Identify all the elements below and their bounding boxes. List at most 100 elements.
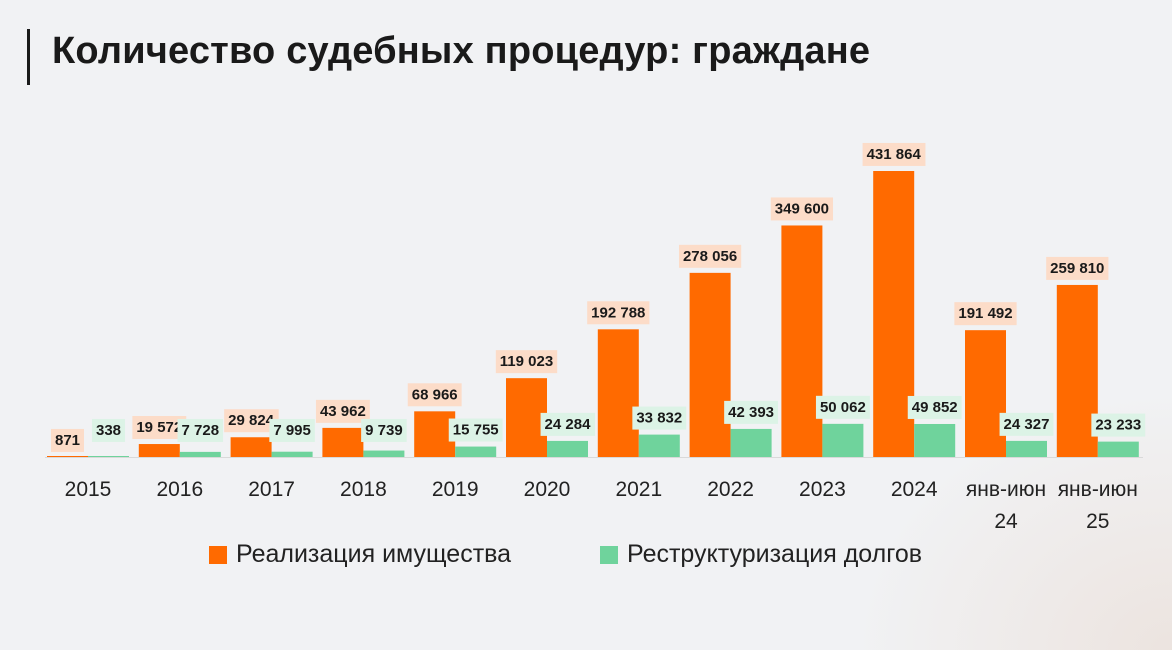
data-label-text: 278 056 xyxy=(683,248,737,265)
x-tick-label-2: 2017 xyxy=(248,478,295,501)
data-label-bg xyxy=(678,244,742,268)
x-tick-label-9: 2024 xyxy=(891,478,938,501)
data-label-text: 338 xyxy=(96,422,121,439)
bar-series-1-2 xyxy=(230,437,272,457)
bar-series-1-5 xyxy=(506,378,547,457)
data-label-text: 24 284 xyxy=(545,416,592,433)
bar-series-1-10 xyxy=(965,330,1006,457)
data-label-text: 29 824 xyxy=(228,412,275,429)
data-label-text: 50 062 xyxy=(820,399,866,416)
x-tick-label-10-line-1: янв-июн xyxy=(966,478,1046,501)
data-label-bg xyxy=(862,142,926,166)
page-title: Количество судебных процедур: граждане xyxy=(52,30,871,72)
data-label-bg xyxy=(224,409,279,433)
x-tick-label-11-line-1: янв-июн xyxy=(1058,478,1138,501)
data-label-text: 23 233 xyxy=(1095,417,1141,434)
bar-series-2-4 xyxy=(455,446,497,457)
data-label-text: 191 492 xyxy=(958,305,1012,322)
data-label-series-2-7: 42 393 xyxy=(724,400,779,424)
legend-swatch-series-1 xyxy=(209,545,227,564)
data-label-bg xyxy=(495,350,558,374)
data-label-bg xyxy=(999,412,1054,436)
bar-series-2-1 xyxy=(179,451,221,457)
data-label-bg xyxy=(724,400,779,424)
data-label-series-2-1: 7 728 xyxy=(177,418,224,442)
data-label-text: 43 962 xyxy=(320,403,366,420)
bar-series-2-7 xyxy=(730,428,772,457)
bar-series-1-11 xyxy=(1056,284,1098,457)
data-label-text: 871 xyxy=(55,432,80,449)
data-label-bg xyxy=(907,395,962,419)
legend-label-series-1: Реализация имущества xyxy=(236,540,512,568)
bar-series-2-11 xyxy=(1097,441,1139,457)
x-tick-label-10-line-2: 24 xyxy=(994,510,1018,533)
bar-series-2-0 xyxy=(88,456,129,457)
data-label-series-2-10: 24 327 xyxy=(999,412,1054,436)
data-label-text: 9 739 xyxy=(365,422,403,439)
data-label-bg xyxy=(269,418,315,442)
data-label-bg xyxy=(407,383,462,407)
data-label-series-2-11: 23 233 xyxy=(1091,413,1146,437)
x-tick-label-0: 2015 xyxy=(65,478,112,501)
data-label-text: 7 728 xyxy=(182,422,220,439)
data-label-text: 42 393 xyxy=(728,404,774,421)
data-label-text: 259 810 xyxy=(1050,260,1104,277)
bar-series-2-5 xyxy=(547,440,588,457)
data-label-bg xyxy=(1046,256,1109,280)
data-label-text: 19 572 xyxy=(136,419,182,436)
data-label-bg xyxy=(50,428,85,452)
data-label-bg xyxy=(361,418,407,442)
data-label-series-1-3: 43 962 xyxy=(315,399,370,423)
data-label-bg xyxy=(540,412,596,436)
data-label-series-2-4: 15 755 xyxy=(448,418,503,442)
bar-series-1-6 xyxy=(597,329,639,457)
data-label-series-1-2: 29 824 xyxy=(224,409,279,433)
x-tick-label-4: 2019 xyxy=(432,478,479,501)
bar-series-1-7 xyxy=(689,272,731,457)
data-label-text: 349 600 xyxy=(775,200,829,217)
bar-series-2-3 xyxy=(363,450,405,457)
data-label-series-2-8: 50 062 xyxy=(815,395,870,419)
legend-swatch-series-2 xyxy=(600,545,618,564)
data-label-series-2-0: 338 xyxy=(91,418,126,442)
legend-label-series-2: Реструктуризация долгов xyxy=(627,540,923,568)
data-label-series-1-10: 191 492 xyxy=(954,302,1017,326)
data-label-bg xyxy=(91,418,126,442)
data-label-text: 15 755 xyxy=(453,422,499,439)
data-label-series-2-9: 49 852 xyxy=(907,395,962,419)
data-label-series-1-7: 278 056 xyxy=(678,244,742,268)
data-label-series-1-1: 19 572 xyxy=(132,416,187,440)
bar-series-1-8 xyxy=(781,225,823,457)
data-label-bg xyxy=(132,416,187,440)
legend-item-series-1: Реализация имущества xyxy=(209,540,511,569)
data-label-series-1-8: 349 600 xyxy=(770,197,834,221)
data-label-bg xyxy=(1091,413,1146,437)
data-label-bg xyxy=(315,399,370,423)
x-tick-label-7: 2022 xyxy=(707,478,754,501)
x-tick-label-3: 2018 xyxy=(340,478,387,501)
data-label-bg xyxy=(632,406,687,430)
data-label-text: 431 864 xyxy=(867,146,922,163)
x-tick-label-5: 2020 xyxy=(524,478,571,501)
data-label-bg xyxy=(954,302,1017,326)
x-tick-label-6: 2021 xyxy=(615,478,662,501)
bar-series-1-4 xyxy=(414,411,456,457)
bar-series-2-9 xyxy=(914,423,956,457)
data-label-text: 7 995 xyxy=(273,422,311,439)
data-label-text: 24 327 xyxy=(1004,416,1050,433)
x-tick-label-1: 2016 xyxy=(156,478,203,501)
data-label-series-2-5: 24 284 xyxy=(540,412,596,436)
data-label-bg xyxy=(177,418,224,442)
data-label-series-1-4: 68 966 xyxy=(407,383,462,407)
data-label-bg xyxy=(448,418,503,442)
bar-series-2-10 xyxy=(1006,440,1047,457)
data-label-series-1-5: 119 023 xyxy=(495,350,558,374)
data-label-bg xyxy=(770,197,834,221)
bar-series-2-8 xyxy=(822,423,864,457)
data-label-series-2-6: 33 832 xyxy=(632,406,687,430)
data-label-text: 192 788 xyxy=(591,304,645,321)
data-label-bg xyxy=(587,301,650,325)
data-label-text: 49 852 xyxy=(912,399,958,416)
bar-series-1-0 xyxy=(47,456,88,457)
